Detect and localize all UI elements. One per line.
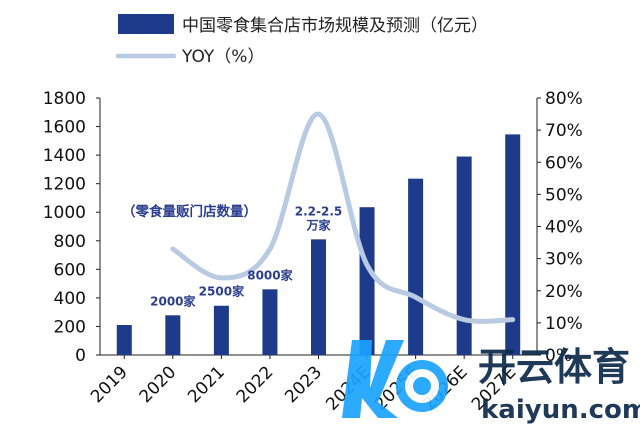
bar-series [116, 134, 521, 355]
legend: 中国零食集合店市场规模及预测（亿元） YOY（%） [115, 14, 488, 67]
y-right-tick-label: 80% [545, 89, 583, 109]
x-tick-label: 2019 [87, 362, 132, 407]
y-right-tick-label: 20% [545, 282, 583, 302]
bar [505, 134, 521, 355]
y-right-tick-label: 30% [545, 250, 583, 270]
x-tick-label: 2022 [233, 362, 278, 407]
y-right-tick-label: 60% [545, 153, 583, 173]
y-left-tick-label: 1800 [43, 89, 86, 109]
y-left-tick-label: 0 [75, 346, 86, 366]
yoy-line-series [170, 111, 516, 324]
bar [262, 289, 278, 355]
y-right-tick-label: 70% [545, 121, 583, 141]
watermark: 开云体育 kaiyun.com [342, 340, 640, 425]
bar [359, 207, 375, 355]
y-left-tick-label: 600 [54, 260, 86, 280]
y-left-tick-label: 1200 [43, 175, 86, 195]
bar [213, 305, 229, 355]
y-left-tick-label: 1600 [43, 118, 86, 138]
store-count-note: （零食量贩门店数量） [122, 203, 257, 220]
legend-bar-swatch [118, 14, 174, 34]
bar [311, 239, 326, 355]
legend-line-label: YOY（%） [181, 47, 264, 67]
x-tick-label: 2020 [136, 362, 181, 407]
y-right-tick-label: 10% [545, 314, 583, 334]
y-left-tick-label: 800 [54, 232, 86, 252]
bar-annotation: 万家 [305, 217, 331, 232]
y-left-tick-label: 200 [54, 317, 86, 337]
y-right-tick-label: 50% [545, 185, 583, 205]
bar-annotation: 2000家 [150, 293, 196, 308]
bar [408, 178, 424, 355]
y-left-tick-label: 1400 [43, 146, 86, 166]
bar-annotation: 8000家 [247, 267, 293, 282]
bar [456, 156, 472, 355]
bar [165, 315, 181, 355]
x-tick-label: 2023 [281, 362, 326, 407]
watermark-brand: 开云体育 [478, 345, 630, 389]
bar-annotation: 2.2-2.5 [295, 204, 343, 218]
y-left-tick-label: 400 [54, 289, 86, 309]
yoy-line [170, 111, 516, 324]
watermark-url: kaiyun.com [481, 395, 640, 425]
brand-logo [342, 340, 448, 418]
bar-annotation: 2500家 [199, 284, 245, 299]
y-left-tick-label: 1000 [43, 203, 86, 223]
legend-bar-label: 中国零食集合店市场规模及预测（亿元） [182, 16, 488, 36]
bar [116, 325, 132, 355]
x-tick-label: 2021 [184, 362, 229, 407]
y-right-tick-label: 0% [545, 346, 572, 366]
y-right-tick-label: 40% [545, 218, 583, 238]
